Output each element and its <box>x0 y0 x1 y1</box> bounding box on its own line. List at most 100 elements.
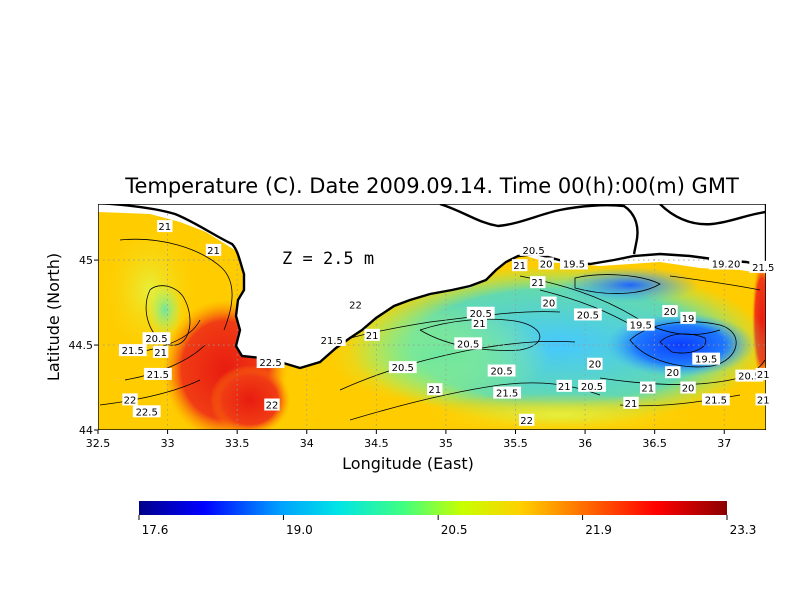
field-green-west <box>147 282 183 338</box>
contour-label: 19.5 <box>692 352 721 366</box>
contour-label-bg <box>427 383 443 396</box>
contour-label-text: 21 <box>473 319 486 330</box>
y-axis-label: Latitude (North) <box>44 253 63 381</box>
contour-label: 21 <box>755 367 771 381</box>
contour-label-text: 21 <box>625 399 638 410</box>
contour-label: 20.5 <box>388 361 417 374</box>
contour-label-text: 21.5 <box>752 263 774 274</box>
contour-label-bg <box>680 311 696 324</box>
field-blue-top <box>560 267 700 303</box>
contour-label-bg <box>726 257 742 270</box>
plot-area <box>98 204 766 430</box>
contour-label-text: 21 <box>513 261 526 272</box>
contour-label-text: 21.5 <box>147 370 169 381</box>
contour-label: 20.5 <box>487 364 516 378</box>
contour-label-bg <box>560 257 588 270</box>
y-tick-label: 44.5 <box>69 339 94 352</box>
contour-label-bg <box>519 243 548 256</box>
contour-label: 21.5 <box>702 393 730 406</box>
y-tick-label: 44 <box>79 424 93 437</box>
contour-label: 21 <box>205 243 222 257</box>
contour-label-text: 21 <box>531 278 544 289</box>
contour-label-bg <box>122 393 138 406</box>
contour-label: 20.5 <box>573 308 602 321</box>
chart-title: Temperature (C). Date 2009.09.14. Time 0… <box>124 174 739 198</box>
land-north <box>98 204 766 370</box>
field-red-southwest-2 <box>210 365 290 430</box>
contour-label: 20.5 <box>142 332 171 345</box>
contour-label: 22.5 <box>256 356 285 369</box>
contour-label: 19.5 <box>560 257 588 270</box>
contour-label-text: 21 <box>428 385 441 396</box>
contour-label: 20.5 <box>578 379 606 393</box>
contour-label-bg <box>662 305 678 318</box>
contour-label-bg <box>471 316 488 329</box>
contour-label: 20 <box>680 381 696 395</box>
contour-label-text: 20.5 <box>738 372 760 383</box>
contour-label-text: 21 <box>207 246 220 257</box>
contour-label: 22 <box>518 413 535 427</box>
contour-label-bg <box>511 259 528 272</box>
field-yellow-south <box>410 393 710 430</box>
contour-label-text: 20 <box>666 368 679 379</box>
contour-label-bg <box>256 356 285 369</box>
contour-label-bg <box>755 367 771 380</box>
contour-label-text: 19.5 <box>563 259 585 270</box>
contour-label: 21.5 <box>143 367 172 381</box>
contour-label-text: 20.5 <box>392 363 414 374</box>
contour-label: 21 <box>623 396 639 410</box>
x-tick-label: 33.5 <box>225 437 250 450</box>
x-tick-label: 34.5 <box>364 437 389 450</box>
contour-label: 19 <box>680 311 696 325</box>
x-tick-label: 36 <box>578 437 592 450</box>
contour-label-text: 19.5 <box>712 259 734 270</box>
contour-label-text: 20.5 <box>145 334 167 345</box>
contour-label: 21.5 <box>493 386 522 400</box>
contour-label-bg <box>692 352 721 365</box>
contour-label-bg <box>518 413 535 426</box>
contour-line <box>669 275 761 291</box>
contour-label-bg <box>205 243 222 256</box>
contour-label-bg <box>143 367 172 380</box>
contour-label: 20 <box>726 257 742 270</box>
contour-label-bg <box>578 379 606 392</box>
colorbar-tick-label: 21.9 <box>585 523 612 537</box>
colorbar-tick-label: 17.6 <box>142 523 169 537</box>
contour-label: 21 <box>755 393 771 406</box>
contour-label: 21.5 <box>749 260 778 274</box>
colorbar: 17.6 19.0 20.5 21.9 23.3 <box>138 501 757 537</box>
contour-label-text: 21.5 <box>705 395 727 406</box>
contour-label-text: 21 <box>158 222 171 233</box>
contour-label-text: 21.5 <box>496 389 518 400</box>
contour-label-text: 22 <box>266 401 279 412</box>
colorbar-tick-label: 19.0 <box>286 523 313 537</box>
contour-label-text: 22 <box>124 395 137 406</box>
contour-label-bg <box>454 337 483 350</box>
contour-label-text: 22.5 <box>259 358 281 369</box>
contour-label-text: 20 <box>543 299 556 310</box>
contour-label-bg <box>264 398 280 411</box>
contour-label-text: 21.5 <box>122 346 144 357</box>
contour-label: 21 <box>427 383 443 396</box>
y-tick-label: 45 <box>79 254 93 267</box>
contour-label-text: 20 <box>588 360 601 371</box>
contour-label-bg <box>388 361 417 374</box>
y-axis: 44 44.5 45 <box>69 254 98 437</box>
contour-label-bg <box>702 393 730 406</box>
contour-label-bg <box>541 296 557 309</box>
contour-label-text: 20.5 <box>577 310 599 321</box>
contour-label-bg <box>626 318 655 331</box>
contour-label-bg <box>573 308 602 321</box>
depth-label: Z = 2.5 m <box>282 249 374 269</box>
contour-label-text: 19.5 <box>695 355 717 366</box>
x-tick-label: 34 <box>300 437 314 450</box>
contour-label-bg <box>118 344 147 357</box>
colorbar-tick-label: 23.3 <box>730 523 757 537</box>
contour-label: 21.5 <box>118 344 147 357</box>
contour-label: 22 <box>122 393 138 406</box>
contour-label-text: 20 <box>540 259 553 270</box>
contour-label: 22 <box>264 398 280 412</box>
contour-label-bg <box>623 396 639 409</box>
